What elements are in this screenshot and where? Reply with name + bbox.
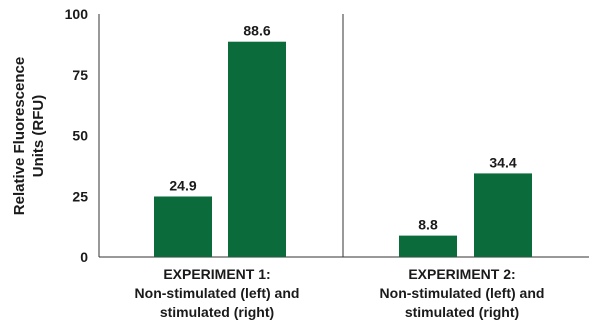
y-tick-label: 75 [72,67,88,83]
y-tick-label: 50 [72,128,88,144]
x-group-label-line: Non-stimulated (left) and [380,285,545,301]
y-tick-label: 25 [72,188,88,204]
y-axis-title-line: Relative Fluorescence [11,57,28,215]
x-group-label-line: Non-stimulated (left) and [135,285,300,301]
y-axis-title-line: Units (RFU) [30,95,47,178]
x-axis-group-labels: EXPERIMENT 1: Non-stimulated (left) and st… [135,266,545,320]
bar [399,235,457,257]
bar-data-label: 8.8 [418,217,438,233]
bars [154,41,532,258]
y-tick-label: 100 [65,6,89,22]
x-group-label-line: stimulated (right) [160,304,274,320]
bar [474,173,532,257]
x-group-label-line: stimulated (right) [405,304,519,320]
bar-data-label: 34.4 [489,154,516,170]
bar [228,41,286,258]
bar-data-label: 24.9 [169,177,196,193]
y-axis-title: Relative Fluorescence Units (RFU) [11,57,47,215]
y-tick-label: 0 [80,249,88,265]
bar [154,196,212,257]
y-axis-label: Relative Fluorescence Units (RFU) [11,57,47,215]
bar-data-label: 88.6 [243,23,270,39]
x-group-label-line: EXPERIMENT 2: [408,266,515,282]
y-axis-ticks: 0 25 50 75 100 [65,6,89,265]
x-group-label-line: EXPERIMENT 1: [163,266,270,282]
data-labels: 24.9 88.6 8.8 34.4 [169,23,516,233]
